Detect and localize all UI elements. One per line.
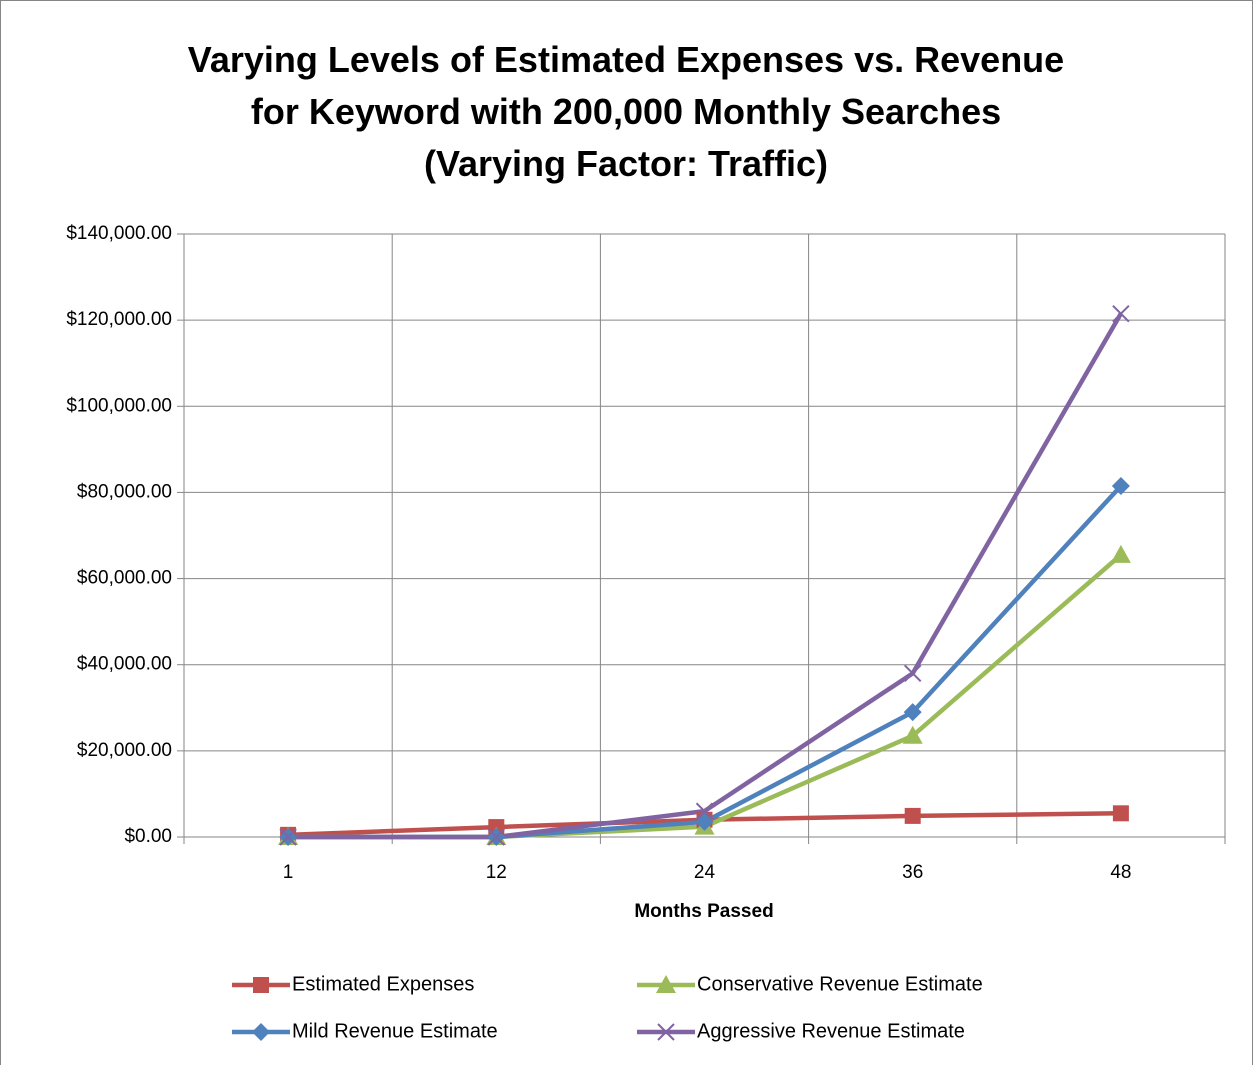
series-line [288,553,1123,840]
marker [657,1023,675,1041]
marker [656,975,676,993]
marker [1112,805,1129,822]
legend-label: Aggressive Revenue Estimate [697,1020,965,1042]
marker [902,725,923,744]
marker [279,828,297,846]
legend-label: Conservative Revenue Estimate [697,973,983,995]
y-tick-label: $60,000.00 [77,568,172,589]
marker [253,977,269,993]
marker [903,703,922,722]
y-tick-label: $140,000.00 [66,223,172,244]
x-axis-label: Months Passed [634,901,773,922]
legend-label: Mild Revenue Estimate [292,1020,498,1042]
marker [1110,544,1131,563]
x-tick-label: 48 [1110,862,1131,883]
y-tick-label: $80,000.00 [77,481,172,502]
marker [1112,304,1130,323]
marker [487,828,506,846]
y-tick-label: $120,000.00 [66,309,172,330]
marker [904,807,921,824]
marker [1111,476,1130,495]
marker [903,664,922,683]
y-tick-label: $100,000.00 [66,395,172,416]
x-tick-label: 36 [902,862,923,883]
marker [695,802,714,820]
x-tick-label: 24 [694,862,716,883]
marker [695,812,714,831]
chart-title: Varying Levels of Estimated Expenses vs.… [187,39,1065,184]
marker [252,1023,270,1041]
x-tick-label: 1 [283,862,294,883]
y-tick-label: $40,000.00 [77,654,172,675]
legend-label: Estimated Expenses [292,973,474,995]
y-tick-label: $0.00 [124,826,172,847]
y-tick-label: $20,000.00 [77,740,172,761]
x-tick-label: 12 [486,862,507,883]
series-line [288,312,1123,840]
